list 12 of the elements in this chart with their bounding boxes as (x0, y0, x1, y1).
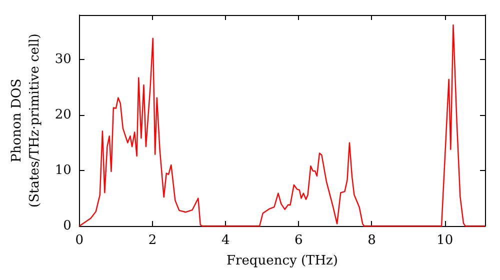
y-axis-title: Phonon DOS (States/THz·primitive cell) (10, 33, 42, 208)
y-tick-label: 10 (54, 162, 72, 178)
x-tick-label: 6 (294, 233, 303, 248)
x-tick-label: 8 (368, 233, 376, 248)
y-tick-label: 20 (54, 107, 72, 122)
x-tick-label: 4 (221, 233, 230, 248)
y-tick-label: 0 (63, 218, 72, 234)
y-tick-label: 30 (54, 52, 72, 67)
x-tick-label: 0 (75, 233, 84, 248)
x-axis-title: Frequency (THz) (226, 254, 338, 268)
x-tick-label: 10 (436, 233, 454, 248)
x-tick-label: 2 (148, 233, 157, 248)
